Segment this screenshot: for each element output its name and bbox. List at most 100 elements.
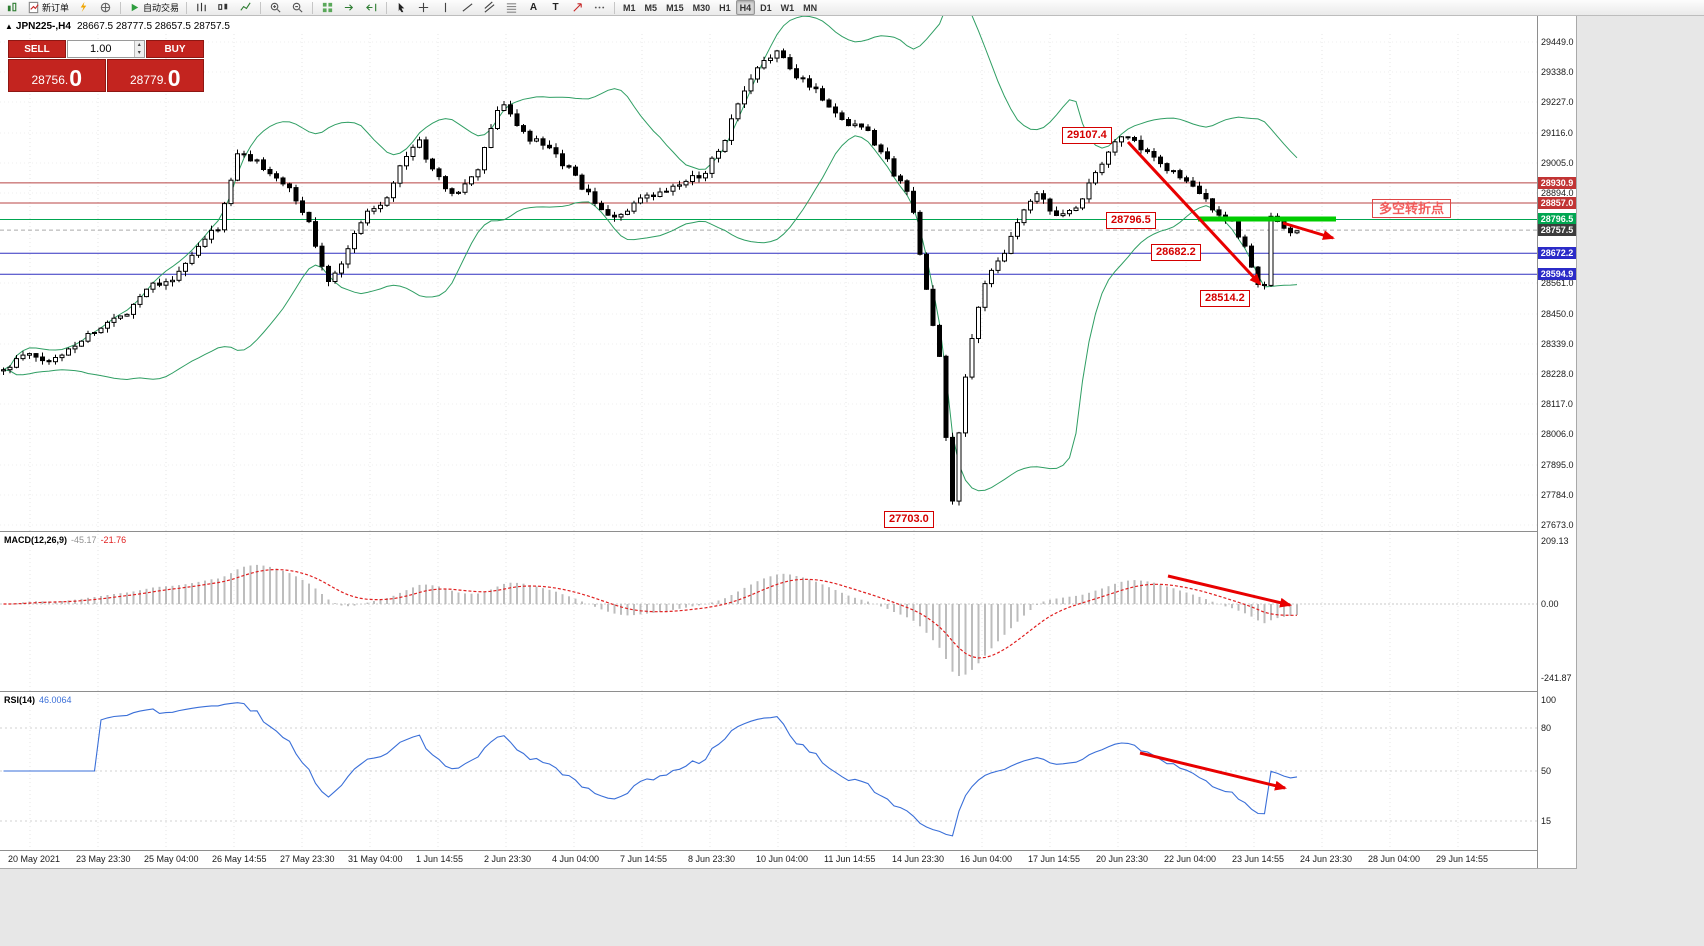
price-axis-label: 27895.0 bbox=[1541, 460, 1574, 470]
lot-increase-button[interactable]: ▴ bbox=[134, 41, 144, 49]
trend-arrow[interactable] bbox=[1282, 221, 1335, 240]
time-axis-label: 17 Jun 14:55 bbox=[1028, 854, 1081, 864]
buy-button[interactable]: BUY bbox=[146, 40, 204, 58]
timeframe-m15-button[interactable]: M15 bbox=[666, 2, 684, 13]
quick-trade-button[interactable] bbox=[73, 0, 94, 16]
rsi-value: 46.0064 bbox=[39, 695, 72, 705]
time-axis-label: 2 Jun 23:30 bbox=[484, 854, 532, 864]
bars-icon bbox=[195, 1, 208, 14]
lot-size-field: ▴ ▾ bbox=[67, 40, 145, 58]
arrows-button[interactable] bbox=[567, 0, 588, 16]
crosshair-icon bbox=[417, 1, 430, 14]
chart-new-icon bbox=[6, 1, 19, 14]
lot-decrease-button[interactable]: ▾ bbox=[134, 49, 144, 57]
dots-icon bbox=[593, 1, 606, 14]
candles-icon bbox=[217, 1, 230, 14]
panel-separator[interactable] bbox=[0, 531, 1576, 532]
price-axis-tag: 28672.2 bbox=[1538, 247, 1576, 259]
ohlc-values: 28667.5 28777.5 28657.5 28757.5 bbox=[76, 21, 230, 32]
channel-button[interactable] bbox=[479, 0, 500, 16]
timeframe-m30-button[interactable]: M30 bbox=[692, 2, 711, 13]
price-axis[interactable]: 29449.0 29338.0 29227.0 29116.0 29005.0 28894… bbox=[1537, 16, 1576, 868]
indicator-axis-label: -241.87 bbox=[1541, 673, 1572, 683]
time-axis-label: 20 Jun 23:30 bbox=[1096, 854, 1149, 864]
timeframe-m1-button[interactable]: M1 bbox=[623, 2, 636, 13]
zoom-in-button[interactable] bbox=[265, 0, 286, 16]
objects-more-button[interactable] bbox=[589, 0, 610, 16]
channel-icon bbox=[483, 1, 496, 14]
price-axis-label: 28117.0 bbox=[1541, 399, 1573, 409]
indicator-axis-label: 15 bbox=[1541, 816, 1552, 826]
autotrading-button-label: 自动交易 bbox=[143, 3, 180, 13]
trend-arrow[interactable] bbox=[1167, 574, 1292, 608]
sell-button[interactable]: SELL bbox=[8, 40, 66, 58]
new-chart-button[interactable] bbox=[2, 0, 23, 16]
market-watch-button[interactable] bbox=[95, 0, 116, 16]
trend-arrow[interactable] bbox=[1126, 140, 1262, 286]
price-annotation[interactable]: 27703.0 bbox=[884, 511, 934, 528]
vertical-line-button[interactable] bbox=[435, 0, 456, 16]
compass-icon bbox=[99, 1, 112, 14]
new-order-button[interactable]: 新订单 bbox=[24, 0, 72, 16]
macd-name: MACD(12,26,9) bbox=[4, 535, 68, 545]
glyph-icon: T bbox=[552, 1, 559, 13]
buy-price-big: 0 bbox=[167, 65, 181, 91]
price-annotation[interactable]: 28682.2 bbox=[1151, 244, 1201, 261]
time-axis-label: 28 Jun 04:00 bbox=[1368, 854, 1421, 864]
time-axis-label: 11 Jun 14:55 bbox=[824, 854, 876, 864]
chart-ohlc-info: ▲ JPN225-,H4 28667.5 28777.5 28657.5 28757… bbox=[5, 21, 230, 32]
indicator-axis-label: 0.00 bbox=[1541, 599, 1559, 609]
time-axis-label: 23 Jun 14:55 bbox=[1232, 854, 1285, 864]
autoscroll-icon bbox=[343, 1, 356, 14]
price-axis-label: 27784.0 bbox=[1541, 490, 1574, 500]
toolbar-separator bbox=[186, 1, 188, 14]
symbol-name: JPN225-,H4 bbox=[15, 21, 71, 32]
price-axis-tag: 28857.0 bbox=[1538, 197, 1576, 209]
candlestick-chart-button[interactable] bbox=[213, 0, 234, 16]
price-axis-label: 28894.0 bbox=[1541, 188, 1574, 198]
price-axis-label: 29449.0 bbox=[1541, 37, 1574, 47]
fibonacci-button[interactable] bbox=[501, 0, 522, 16]
cursor-button[interactable] bbox=[391, 0, 412, 16]
bar-chart-button[interactable] bbox=[191, 0, 212, 16]
sell-price[interactable]: 28756. 0 bbox=[8, 59, 106, 92]
sell-price-small: 28756. bbox=[31, 73, 69, 87]
arrowtool-icon bbox=[571, 1, 584, 14]
zoom-out-button[interactable] bbox=[287, 0, 308, 16]
zoom-out-icon bbox=[291, 1, 304, 14]
panel-separator[interactable] bbox=[0, 691, 1576, 692]
timeframe-d1-button[interactable]: D1 bbox=[760, 2, 772, 13]
crosshair-button[interactable] bbox=[413, 0, 434, 16]
buy-price[interactable]: 28779. 0 bbox=[106, 59, 204, 92]
price-annotation[interactable]: 29107.4 bbox=[1062, 127, 1112, 144]
price-axis-label: 28006.0 bbox=[1541, 429, 1574, 439]
price-annotation[interactable]: 28796.5 bbox=[1106, 212, 1156, 229]
linechart-icon bbox=[239, 1, 252, 14]
chart-plot[interactable] bbox=[0, 16, 1537, 868]
lot-input[interactable] bbox=[68, 41, 134, 57]
timeframe-m5-button[interactable]: M5 bbox=[644, 2, 658, 13]
text-label-button[interactable]: T bbox=[545, 0, 566, 16]
timeframe-mn-button[interactable]: MN bbox=[803, 2, 818, 13]
price-axis-tag: 28796.5 bbox=[1538, 213, 1576, 225]
toolbar-separator bbox=[614, 1, 616, 14]
price-annotation[interactable]: 28514.2 bbox=[1200, 290, 1250, 307]
timeframe-h1-button[interactable]: H1 bbox=[719, 2, 731, 13]
auto-scroll-button[interactable] bbox=[339, 0, 360, 16]
line-chart-button[interactable] bbox=[235, 0, 256, 16]
trendline-button[interactable] bbox=[457, 0, 478, 16]
tile-icon bbox=[321, 1, 334, 14]
zoom-in-icon bbox=[269, 1, 282, 14]
timeframe-w1-button[interactable]: W1 bbox=[780, 2, 795, 13]
turning-point-annotation[interactable]: 多空转折点 bbox=[1372, 199, 1452, 218]
autotrading-button[interactable]: 自动交易 bbox=[125, 0, 182, 16]
price-axis-label: 28450.0 bbox=[1541, 309, 1574, 319]
text-button[interactable]: A bbox=[523, 0, 544, 16]
lot-spinner: ▴ ▾ bbox=[133, 41, 144, 57]
trend-arrow[interactable] bbox=[1139, 751, 1287, 791]
timeframe-h4-button[interactable]: H4 bbox=[735, 0, 756, 15]
chart-window: ▲ JPN225-,H4 28667.5 28777.5 28657.5 28757… bbox=[0, 16, 1577, 869]
time-axis[interactable]: 20 May 2021 23 May 23:30 25 May 04:00 26 Ma… bbox=[0, 851, 1537, 868]
tile-windows-button[interactable] bbox=[317, 0, 338, 16]
chart-shift-button[interactable] bbox=[361, 0, 382, 16]
